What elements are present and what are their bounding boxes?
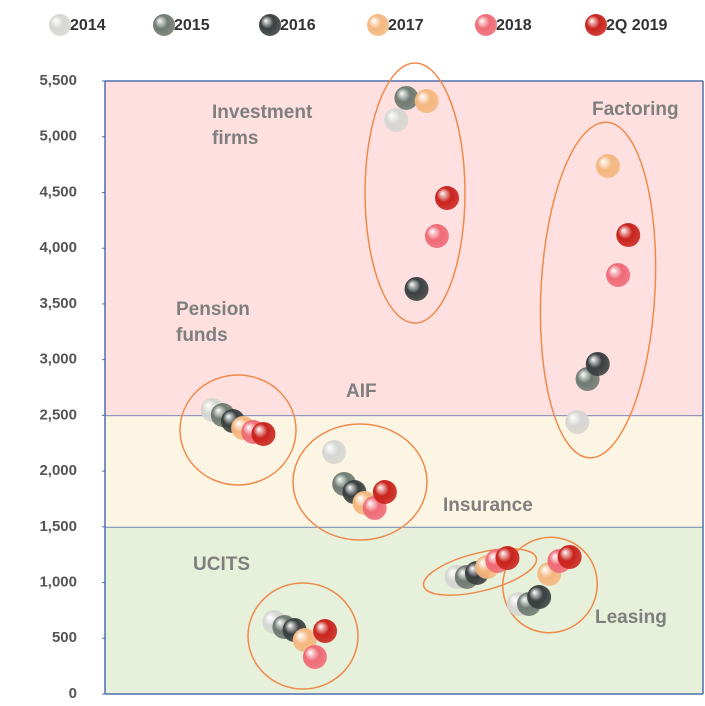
annotation: Insurance bbox=[443, 495, 533, 516]
point bbox=[585, 351, 610, 376]
y-tick-label: 3,000 bbox=[39, 351, 77, 368]
point bbox=[372, 480, 397, 505]
point bbox=[313, 619, 338, 644]
point bbox=[302, 644, 327, 669]
point bbox=[616, 223, 641, 248]
group-outline bbox=[422, 548, 538, 596]
y-tick-label: 4,000 bbox=[39, 239, 77, 256]
point bbox=[606, 263, 631, 288]
y-tick-label: 2,500 bbox=[39, 406, 77, 423]
y-tick-label: 5,500 bbox=[39, 72, 77, 89]
legend-label: 2016 bbox=[280, 17, 316, 34]
annotation: Factoring bbox=[592, 99, 679, 120]
y-tick-label: 500 bbox=[52, 629, 77, 646]
annotation: Leasing bbox=[595, 607, 667, 628]
annotation: AIF bbox=[346, 381, 377, 402]
point bbox=[404, 276, 429, 301]
legend-label: 2017 bbox=[388, 17, 424, 34]
point bbox=[565, 410, 590, 435]
point bbox=[251, 421, 276, 446]
legend-marker bbox=[367, 14, 389, 36]
point bbox=[435, 186, 460, 211]
legend-label: 2014 bbox=[70, 17, 106, 34]
point bbox=[394, 85, 419, 110]
y-tick-label: 2,000 bbox=[39, 462, 77, 479]
y-tick-label: 4,500 bbox=[39, 183, 77, 200]
annotation: UCITS bbox=[193, 554, 250, 575]
annotation: Pension funds bbox=[176, 299, 250, 346]
y-tick-label: 3,500 bbox=[39, 295, 77, 312]
legend-marker bbox=[153, 14, 175, 36]
group-outline bbox=[179, 374, 297, 486]
y-tick-label: 0 bbox=[69, 685, 77, 702]
legend-marker bbox=[475, 14, 497, 36]
point bbox=[595, 154, 620, 179]
legend-marker bbox=[49, 14, 71, 36]
legend-label: 2015 bbox=[174, 17, 210, 34]
y-tick-label: 1,000 bbox=[39, 574, 77, 591]
point bbox=[384, 108, 409, 133]
group-outline bbox=[364, 62, 466, 324]
group-outline bbox=[539, 121, 657, 459]
legend-label: 2Q 2019 bbox=[606, 17, 667, 34]
legend-marker bbox=[585, 14, 607, 36]
group-outline bbox=[292, 423, 428, 541]
point bbox=[527, 585, 552, 610]
band bbox=[105, 81, 703, 416]
point bbox=[322, 440, 347, 465]
point bbox=[495, 546, 520, 571]
band bbox=[105, 415, 703, 527]
legend-marker bbox=[259, 14, 281, 36]
legend-label: 2018 bbox=[496, 17, 532, 34]
point bbox=[424, 224, 449, 249]
y-tick-label: 5,000 bbox=[39, 128, 77, 145]
group-outline bbox=[247, 582, 359, 690]
point bbox=[557, 545, 582, 570]
band bbox=[105, 526, 703, 694]
y-tick-label: 1,500 bbox=[39, 518, 77, 535]
point bbox=[414, 89, 439, 114]
annotation: Investment firms bbox=[212, 102, 313, 149]
